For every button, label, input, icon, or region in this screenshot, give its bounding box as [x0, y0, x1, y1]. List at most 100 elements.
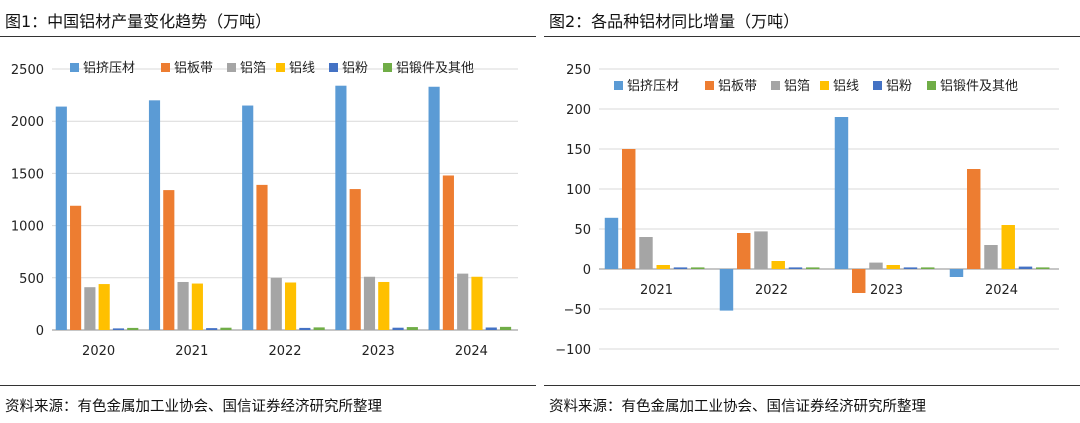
bar-2021-series-5 [220, 327, 232, 330]
bar-2020-series-4 [112, 328, 125, 330]
bar-2024-series-0 [428, 86, 440, 330]
y-tick-label: 1500 [11, 167, 44, 182]
x-tick-label: 2023 [870, 283, 903, 298]
x-tick-label: 2024 [455, 344, 488, 359]
legend-label: 铝板带 [718, 79, 757, 94]
bar-2021-series-1 [622, 149, 636, 269]
legend-label: 铝线 [289, 61, 315, 76]
bar-2022-series-1 [737, 233, 751, 269]
y-tick-label: 250 [566, 63, 591, 78]
x-tick-label: 2020 [82, 344, 115, 359]
bar-2023-series-2 [869, 262, 883, 269]
legend-swatch [329, 63, 338, 72]
bar-2021-series-0 [604, 217, 619, 269]
x-tick-label: 2022 [268, 344, 301, 359]
legend-label: 铝锻件及其他 [396, 61, 474, 76]
bar-2024-series-4 [1018, 266, 1033, 269]
bar-2024-series-5 [1036, 267, 1050, 269]
legend-label: 铝挤压材 [83, 61, 135, 76]
bar-2022-series-1 [256, 184, 268, 330]
bar-2024-series-4 [485, 327, 497, 330]
bar-2024-series-1 [967, 169, 981, 269]
legend-swatch [927, 81, 936, 90]
bar-2022-series-3 [285, 282, 297, 330]
bar-2023-series-0 [834, 117, 849, 269]
y-tick-label: 500 [19, 272, 44, 287]
bar-2022-series-5 [313, 327, 325, 330]
bar-2024-series-0 [949, 269, 964, 277]
bar-2020-series-3 [98, 284, 110, 330]
bar-2022-series-2 [270, 277, 282, 330]
bar-2024-series-5 [499, 326, 512, 330]
legend-label: 铝箔 [784, 78, 810, 94]
y-tick-label: 1000 [11, 220, 44, 235]
bar-2024-series-3 [1001, 225, 1015, 269]
legend-label: 铝粉 [886, 79, 912, 94]
bar-2021-series-1 [163, 190, 175, 330]
figure-1-bottom-rule [0, 385, 536, 386]
legend-label: 铝箔 [240, 60, 266, 76]
figure-1-panel: 图1：中国铝材产量变化趋势（万吨） 0 500 1000 1500 2000 2500 20… [0, 0, 536, 423]
bar-2023-series-0 [335, 85, 347, 330]
figure-2-panel: 图2：各品种铝材同比增量（万吨） −100 −50 0 50 100 150 200 250 2… [544, 0, 1080, 423]
bar-2023-series-3 [378, 281, 390, 330]
y-tick-label: 2000 [11, 115, 44, 130]
bar-2021-series-4 [206, 328, 218, 330]
legend-swatch [383, 63, 392, 72]
bar-2021-series-2 [177, 281, 189, 330]
bar-2020-series-5 [127, 327, 139, 330]
legend-swatch [227, 63, 236, 72]
bar-2023-series-1 [852, 269, 866, 293]
bar-2023-series-2 [363, 276, 376, 330]
y-tick-label: 50 [574, 223, 591, 238]
y-tick-label: 100 [566, 183, 591, 198]
y-tick-label: 0 [583, 263, 591, 278]
y-tick-label: −50 [564, 303, 591, 318]
bar-2022-series-0 [719, 269, 734, 311]
bar-2020-series-2 [84, 287, 96, 330]
bar-2022-series-2 [754, 231, 768, 269]
bar-2022-series-4 [788, 267, 803, 269]
y-tick-label: −100 [555, 343, 591, 358]
bar-2021-series-4 [673, 267, 688, 269]
x-tick-label: 2022 [755, 283, 788, 298]
legend-label: 铝挤压材 [627, 79, 679, 94]
legend-swatch [614, 81, 623, 90]
bar-2021-series-0 [148, 100, 161, 330]
legend-swatch [276, 63, 285, 72]
y-tick-label: 150 [566, 143, 591, 158]
bar-2023-series-5 [406, 327, 418, 330]
bar-2020-series-1 [70, 205, 82, 330]
y-tick-label: 0 [36, 324, 44, 339]
bar-2023-series-4 [903, 267, 918, 269]
figure-1-title: 图1：中国铝材产量变化趋势（万吨） [5, 12, 272, 31]
figure-2-top-rule [544, 36, 1080, 37]
y-tick-label: 2500 [11, 63, 44, 78]
legend-label: 铝粉 [342, 61, 368, 76]
bar-2022-series-4 [299, 327, 311, 330]
bar-2023-series-4 [392, 327, 404, 330]
figure-1-source: 资料来源：有色金属加工业协会、国信证券经济研究所整理 [5, 399, 382, 415]
figure-2-bottom-rule [544, 385, 1080, 386]
bar-2022-series-5 [806, 267, 820, 269]
legend-swatch [705, 81, 714, 90]
x-tick-label: 2021 [640, 283, 673, 298]
figure-2-chart: −100 −50 0 50 100 150 200 250 2021 2022 2023 2024 铝挤… [555, 63, 1059, 358]
bar-2024-series-2 [457, 273, 469, 330]
bar-2024-series-3 [471, 276, 483, 330]
bar-2024-series-2 [984, 245, 998, 269]
bar-2023-series-3 [886, 265, 900, 269]
figure-1-chart: 0 500 1000 1500 2000 2500 2020 2021 2022 2023 2024… [11, 60, 518, 359]
legend-label: 铝线 [833, 79, 859, 94]
legend-label: 铝锻件及其他 [940, 79, 1018, 94]
legend-swatch [771, 81, 780, 90]
bar-2023-series-1 [349, 189, 361, 330]
legend-label: 铝板带 [174, 61, 213, 76]
legend-swatch [820, 81, 829, 90]
legend-swatch [70, 63, 79, 72]
bar-2023-series-5 [921, 267, 935, 269]
bar-2021-series-2 [639, 237, 653, 269]
y-tick-label: 200 [566, 103, 591, 118]
bar-2020-series-0 [55, 106, 67, 330]
bar-2022-series-0 [242, 105, 254, 330]
